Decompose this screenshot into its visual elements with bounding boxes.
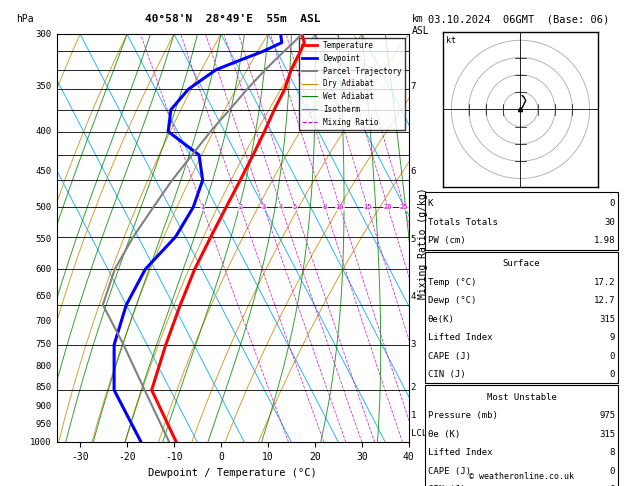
Text: 750: 750 [35,340,52,349]
Text: 0: 0 [610,199,615,208]
Text: CIN (J): CIN (J) [428,485,465,486]
Text: 2: 2 [238,204,243,210]
Text: kt: kt [446,36,456,45]
Text: 450: 450 [35,167,52,176]
Text: 1.98: 1.98 [594,236,615,245]
X-axis label: Dewpoint / Temperature (°C): Dewpoint / Temperature (°C) [148,468,317,478]
Text: 315: 315 [599,314,615,324]
Text: 0: 0 [610,467,615,476]
Text: Totals Totals: Totals Totals [428,218,498,227]
Text: 17.2: 17.2 [594,278,615,287]
Text: Mixing Ratio (g/kg): Mixing Ratio (g/kg) [418,187,428,299]
Text: 30: 30 [604,218,615,227]
Text: 8: 8 [610,448,615,457]
Text: K: K [428,199,433,208]
Text: 0: 0 [610,351,615,361]
Text: 03.10.2024  06GMT  (Base: 06): 03.10.2024 06GMT (Base: 06) [428,15,609,25]
Text: 3: 3 [262,204,266,210]
Text: 900: 900 [35,402,52,411]
Text: 650: 650 [35,292,52,301]
Text: 1000: 1000 [30,438,52,447]
Text: 5: 5 [293,204,297,210]
Text: 6: 6 [411,167,416,176]
Text: hPa: hPa [16,14,33,24]
Text: 7: 7 [411,82,416,91]
Text: 300: 300 [35,30,52,38]
Text: 0: 0 [610,485,615,486]
Text: CIN (J): CIN (J) [428,370,465,379]
Text: 9: 9 [610,333,615,342]
Text: Lifted Index: Lifted Index [428,448,493,457]
Text: Surface: Surface [503,259,540,268]
Text: PW (cm): PW (cm) [428,236,465,245]
Text: 400: 400 [35,127,52,136]
Text: 800: 800 [35,362,52,371]
Legend: Temperature, Dewpoint, Parcel Trajectory, Dry Adiabat, Wet Adiabat, Isotherm, Mi: Temperature, Dewpoint, Parcel Trajectory… [299,38,405,130]
Text: 10: 10 [336,204,344,210]
Text: θe (K): θe (K) [428,430,460,439]
Text: 350: 350 [35,82,52,91]
Text: 2: 2 [411,382,416,392]
Text: km: km [412,14,424,24]
Text: 3: 3 [411,340,416,349]
Text: 20: 20 [384,204,392,210]
Text: 25: 25 [400,204,408,210]
Text: θe(K): θe(K) [428,314,455,324]
Text: 8: 8 [323,204,327,210]
Text: 975: 975 [599,411,615,420]
Text: 315: 315 [599,430,615,439]
Text: LCL: LCL [411,429,426,438]
Text: 700: 700 [35,317,52,326]
Text: 600: 600 [35,264,52,274]
Text: 15: 15 [364,204,372,210]
Text: ASL: ASL [412,26,430,36]
Text: 4: 4 [411,292,416,301]
Text: CAPE (J): CAPE (J) [428,351,470,361]
Text: 500: 500 [35,203,52,212]
Text: Most Unstable: Most Unstable [486,393,557,402]
Text: 850: 850 [35,382,52,392]
Text: 1: 1 [200,204,204,210]
Text: 0: 0 [610,370,615,379]
Text: Temp (°C): Temp (°C) [428,278,476,287]
Text: 12.7: 12.7 [594,296,615,305]
Text: Lifted Index: Lifted Index [428,333,493,342]
Text: 40°58'N  28°49'E  55m  ASL: 40°58'N 28°49'E 55m ASL [145,14,321,24]
Text: Pressure (mb): Pressure (mb) [428,411,498,420]
Text: Dewp (°C): Dewp (°C) [428,296,476,305]
Text: 5: 5 [411,235,416,244]
Text: 550: 550 [35,235,52,244]
Text: 950: 950 [35,420,52,429]
Text: 1: 1 [411,411,416,420]
Text: 4: 4 [279,204,284,210]
Text: CAPE (J): CAPE (J) [428,467,470,476]
Text: © weatheronline.co.uk: © weatheronline.co.uk [469,472,574,481]
